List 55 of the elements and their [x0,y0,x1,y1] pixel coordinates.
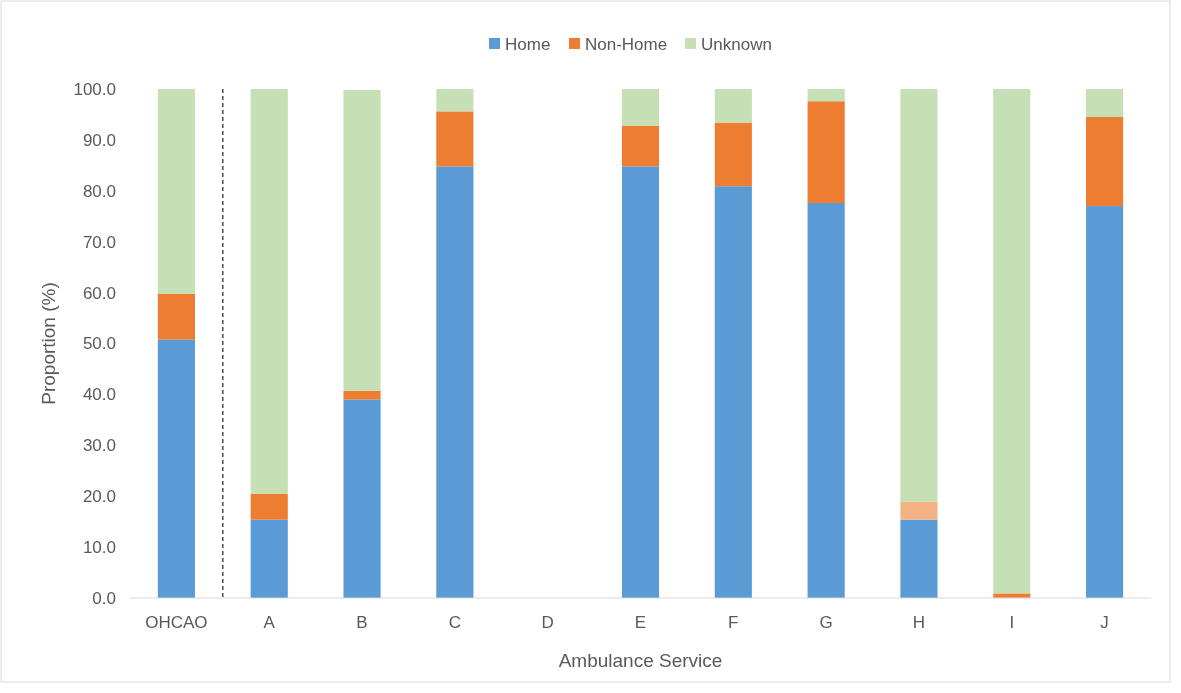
bar [250,89,288,494]
y-tick-label: 20.0 [82,487,116,507]
x-tick-label: H [912,613,926,632]
bar [807,101,845,204]
bar [807,89,845,102]
legend-label: Unknown [701,34,772,54]
bar [250,519,288,598]
bar [343,399,381,598]
y-tick-label: 0.0 [92,588,116,608]
x-tick-label: I [1009,613,1015,632]
bar [157,339,195,598]
y-tick-label: 30.0 [82,436,116,456]
x-tick-label: A [263,613,276,632]
bar [343,90,381,391]
bar [436,89,474,112]
x-tick-label: OHCAO [145,613,208,632]
y-tick-label: 10.0 [82,538,116,558]
bar [343,390,381,400]
x-tick-label: E [634,613,647,632]
y-tick-label: 40.0 [82,385,116,405]
y-tick-label: 90.0 [82,130,116,150]
bar [1086,206,1124,598]
bar [157,293,195,340]
y-tick-label: 70.0 [82,232,116,252]
y-tick-label: 50.0 [82,334,116,354]
y-tick-label: 100.0 [73,79,116,99]
bar [714,186,752,598]
y-tick-label: 80.0 [82,181,116,201]
bar [621,166,660,598]
bar [436,111,474,167]
bar [714,89,752,123]
x-tick-label: D [541,613,554,632]
bar [900,89,938,502]
x-tick-label: C [448,613,461,632]
bar [900,501,938,520]
y-axis-title: Proportion (%) [38,282,59,405]
x-tick-label: F [728,613,739,632]
bar [621,125,660,167]
y-tick-label: 60.0 [82,283,116,303]
bar [807,203,845,598]
bar [1086,117,1124,207]
bar [621,89,660,126]
bar [900,519,938,598]
bar [714,122,752,187]
x-tick-label: G [819,613,833,632]
bar [157,89,195,294]
bar [436,166,474,598]
x-axis-title: Ambulance Service [558,650,723,671]
bar [993,89,1031,594]
bar [250,493,288,520]
bar [1086,89,1124,117]
legend-label: Non-Home [585,34,668,54]
legend-label: Home [505,34,551,54]
x-tick-label: B [356,613,368,632]
x-tick-label: J [1100,613,1109,632]
